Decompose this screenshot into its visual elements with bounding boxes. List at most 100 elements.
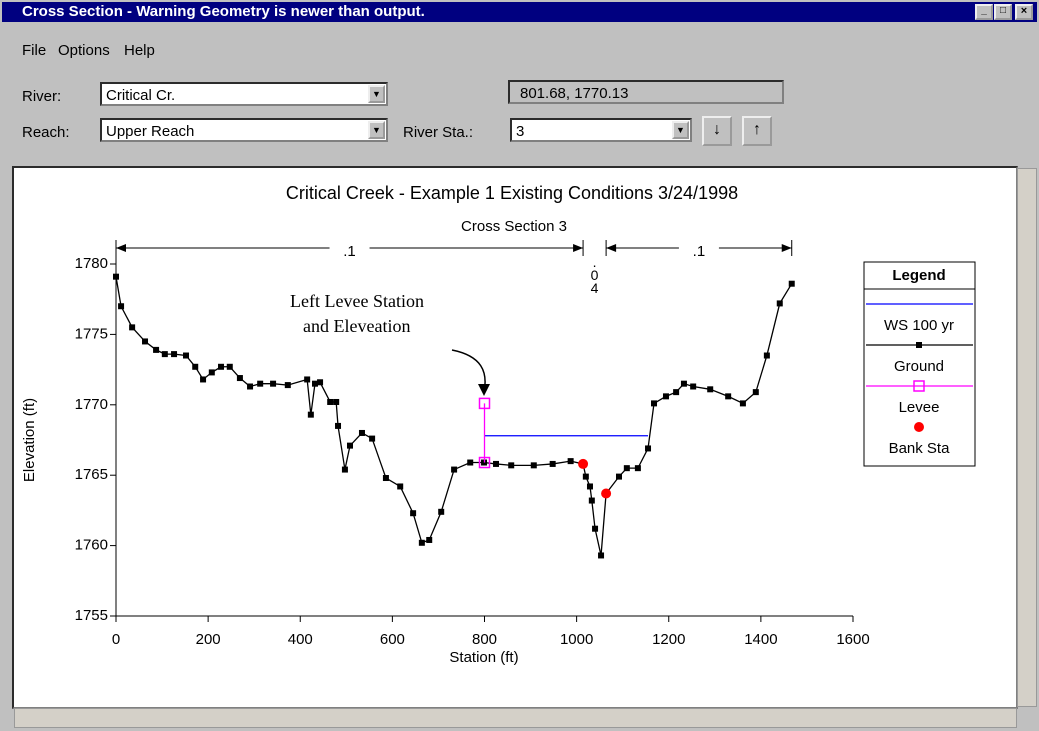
- river-combo[interactable]: Critical Cr. ▼: [100, 82, 388, 106]
- chart-subtitle: Cross Section 3: [461, 218, 567, 235]
- x-tick-label: 1400: [744, 631, 777, 648]
- data-point: [673, 389, 680, 396]
- data-point: [397, 483, 404, 490]
- legend: [863, 261, 976, 467]
- data-point: [236, 375, 243, 382]
- data-point: [645, 445, 652, 452]
- data-point: [493, 460, 500, 467]
- field-label: River Sta.:: [403, 124, 474, 141]
- x-tick-label: 400: [288, 631, 313, 648]
- data-point: [327, 398, 334, 405]
- dropdown-button[interactable]: ▼: [368, 85, 385, 103]
- up-button[interactable]: ↑: [742, 116, 772, 146]
- data-point: [567, 458, 574, 465]
- menu-item[interactable]: Options: [58, 42, 110, 59]
- window-title: Cross Section - Warning Geometry is newe…: [22, 3, 425, 20]
- data-point: [346, 442, 353, 449]
- dropdown-button[interactable]: ▼: [368, 121, 385, 139]
- x-tick-label: 800: [472, 631, 497, 648]
- legend-label: WS 100 yr: [884, 317, 954, 334]
- annotation: and Eleveation: [303, 316, 410, 336]
- y-axis-label: Elevation (ft): [21, 398, 38, 482]
- y-tick-label: 1755: [75, 607, 108, 624]
- legend-label: Ground: [894, 358, 944, 375]
- x-tick-label: 200: [196, 631, 221, 648]
- data-point: [680, 380, 687, 387]
- title-bar: Cross Section - Warning Geometry is newe…: [2, 2, 1037, 22]
- data-point: [183, 352, 190, 359]
- legend-marker: [913, 380, 925, 392]
- data-point: [333, 398, 340, 405]
- legend-marker: [916, 342, 922, 348]
- data-point: [438, 508, 445, 515]
- data-point: [578, 458, 589, 469]
- data-point: [171, 351, 178, 358]
- horizontal-scrollbar[interactable]: [14, 708, 1017, 728]
- data-point: [530, 462, 537, 469]
- data-point: [690, 383, 697, 390]
- data-point: [129, 324, 136, 331]
- data-point: [651, 400, 658, 407]
- data-point: [451, 466, 458, 473]
- y-tick-label: 1775: [75, 325, 108, 342]
- data-point: [634, 465, 641, 472]
- data-point: [341, 466, 348, 473]
- data-point: [623, 465, 630, 472]
- data-point: [284, 382, 291, 389]
- y-tick-label: 1780: [75, 255, 108, 272]
- data-point: [208, 369, 215, 376]
- field-label: River:: [22, 88, 62, 105]
- data-point: [382, 475, 389, 482]
- coords-text: 801.68, 1770.13: [520, 85, 629, 102]
- data-point: [192, 363, 199, 370]
- x-tick-label: 1600: [836, 631, 869, 648]
- data-point: [616, 473, 623, 480]
- n-value: .1: [693, 243, 706, 260]
- data-point: [763, 352, 770, 359]
- n-value: .04: [587, 254, 603, 293]
- down-button[interactable]: ↓: [702, 116, 732, 146]
- combo-text: Critical Cr.: [106, 87, 176, 104]
- reach-combo[interactable]: Upper Reach ▼: [100, 118, 388, 142]
- data-point: [226, 363, 233, 370]
- data-point: [776, 300, 783, 307]
- legend-label: Bank Sta: [889, 440, 951, 457]
- legend-title: Legend: [892, 267, 945, 284]
- data-point: [304, 376, 311, 383]
- window-icon[interactable]: [3, 4, 17, 18]
- y-tick-label: 1760: [75, 537, 108, 554]
- station-combo[interactable]: 3 ▼: [510, 118, 692, 142]
- minimize-button[interactable]: _: [975, 4, 993, 20]
- data-point: [662, 393, 669, 400]
- data-point: [788, 280, 795, 287]
- data-point: [247, 383, 254, 390]
- field-label: Reach:: [22, 124, 70, 141]
- close-button[interactable]: ×: [1015, 4, 1033, 20]
- data-point: [739, 400, 746, 407]
- vertical-scrollbar[interactable]: [1017, 168, 1037, 707]
- data-point: [369, 435, 376, 442]
- data-point: [410, 510, 417, 517]
- combo-text: Upper Reach: [106, 123, 195, 140]
- x-tick-label: 1000: [560, 631, 593, 648]
- maximize-button[interactable]: □: [994, 4, 1012, 20]
- data-point: [118, 303, 125, 310]
- data-point: [335, 422, 342, 429]
- menu-item[interactable]: File: [22, 42, 47, 59]
- data-point: [478, 456, 491, 469]
- coords-box: 801.68, 1770.13: [508, 80, 784, 104]
- x-tick-label: 600: [380, 631, 405, 648]
- data-point: [161, 351, 168, 358]
- data-point: [317, 379, 324, 386]
- data-point: [549, 460, 556, 467]
- x-tick-label: 1200: [652, 631, 685, 648]
- data-point: [725, 393, 732, 400]
- dropdown-button[interactable]: ▼: [672, 121, 689, 139]
- menu-item[interactable]: Help: [124, 42, 155, 59]
- data-point: [582, 473, 589, 480]
- legend-label: Levee: [899, 399, 940, 416]
- chart-panel: [12, 166, 1018, 709]
- data-point: [508, 462, 515, 469]
- data-point: [257, 380, 264, 387]
